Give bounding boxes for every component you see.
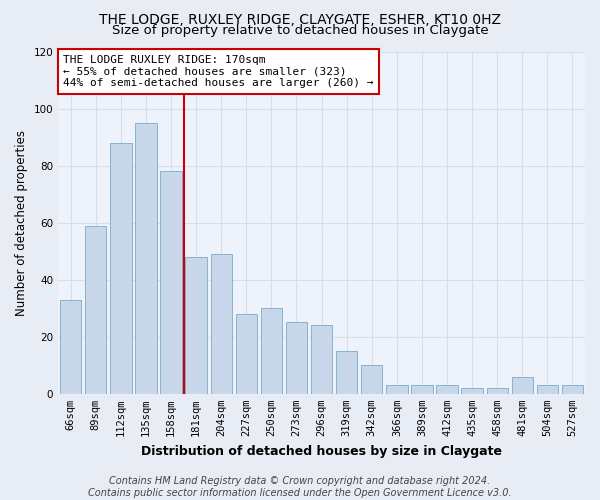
Text: Contains HM Land Registry data © Crown copyright and database right 2024.
Contai: Contains HM Land Registry data © Crown c… — [88, 476, 512, 498]
Bar — [85, 226, 106, 394]
Bar — [461, 388, 483, 394]
X-axis label: Distribution of detached houses by size in Claygate: Distribution of detached houses by size … — [141, 444, 502, 458]
Bar — [185, 257, 207, 394]
Y-axis label: Number of detached properties: Number of detached properties — [15, 130, 28, 316]
Bar — [60, 300, 82, 394]
Bar — [261, 308, 282, 394]
Bar — [311, 326, 332, 394]
Bar — [211, 254, 232, 394]
Bar — [411, 385, 433, 394]
Bar — [160, 172, 182, 394]
Bar — [236, 314, 257, 394]
Text: Size of property relative to detached houses in Claygate: Size of property relative to detached ho… — [112, 24, 488, 37]
Bar — [487, 388, 508, 394]
Bar — [361, 366, 382, 394]
Bar — [512, 376, 533, 394]
Bar — [562, 385, 583, 394]
Bar — [537, 385, 558, 394]
Bar — [386, 385, 407, 394]
Text: THE LODGE RUXLEY RIDGE: 170sqm
← 55% of detached houses are smaller (323)
44% of: THE LODGE RUXLEY RIDGE: 170sqm ← 55% of … — [64, 55, 374, 88]
Text: THE LODGE, RUXLEY RIDGE, CLAYGATE, ESHER, KT10 0HZ: THE LODGE, RUXLEY RIDGE, CLAYGATE, ESHER… — [99, 12, 501, 26]
Bar — [110, 143, 131, 394]
Bar — [286, 322, 307, 394]
Bar — [136, 123, 157, 394]
Bar — [336, 351, 358, 394]
Bar — [436, 385, 458, 394]
